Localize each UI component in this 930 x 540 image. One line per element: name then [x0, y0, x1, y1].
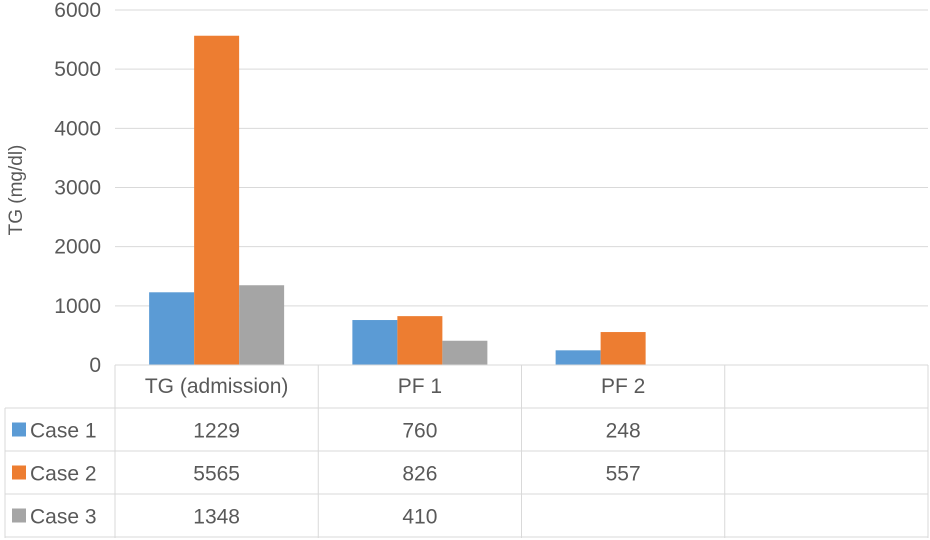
bar-case-3-0 [239, 285, 285, 365]
y-tick-label: 2000 [54, 236, 101, 259]
legend-swatch [12, 465, 26, 480]
category-label: TG (admission) [145, 375, 289, 398]
bar-case-3-1 [442, 340, 488, 365]
bar-case-1-2 [555, 350, 601, 365]
legend-swatch [12, 508, 26, 523]
bar-case-1-1 [352, 320, 398, 365]
bars [149, 35, 646, 366]
y-tick-label: 1000 [54, 295, 101, 318]
category-label: PF 1 [398, 375, 442, 398]
y-tick-label: 4000 [54, 117, 101, 140]
data-table-value: 760 [402, 420, 437, 443]
y-axis-ticks: 0 1000 2000 3000 4000 5000 6000 [54, 0, 101, 377]
legend-label: Case 2 [30, 463, 97, 486]
data-table-value: 1348 [193, 506, 240, 529]
category-label: PF 2 [601, 375, 645, 398]
data-table-value: 557 [606, 463, 641, 486]
bar-case-2-1 [397, 316, 443, 365]
bar-case-2-2 [600, 332, 646, 365]
data-table-value: 1229 [193, 420, 240, 443]
data-table-value: 410 [402, 506, 437, 529]
gridlines [115, 9, 928, 307]
y-tick-label: 0 [89, 354, 101, 377]
y-axis-label: TG (mg/dl) [6, 145, 27, 236]
y-tick-label: 3000 [54, 177, 101, 200]
data-table-value: 5565 [193, 463, 240, 486]
legend-label: Case 1 [30, 420, 97, 443]
legend-label: Case 3 [30, 506, 97, 529]
legend-swatch [12, 422, 26, 437]
data-table-value: 248 [606, 420, 641, 443]
y-tick-label: 5000 [54, 58, 101, 81]
y-tick-label: 6000 [54, 0, 101, 22]
bar-case-1-0 [149, 292, 195, 365]
data-table-value: 826 [402, 463, 437, 486]
bar-case-2-0 [194, 35, 240, 366]
data-table: TG (admission) PF 1 PF 2 Case 1 1229 760 248 Ca… [4, 364, 929, 538]
